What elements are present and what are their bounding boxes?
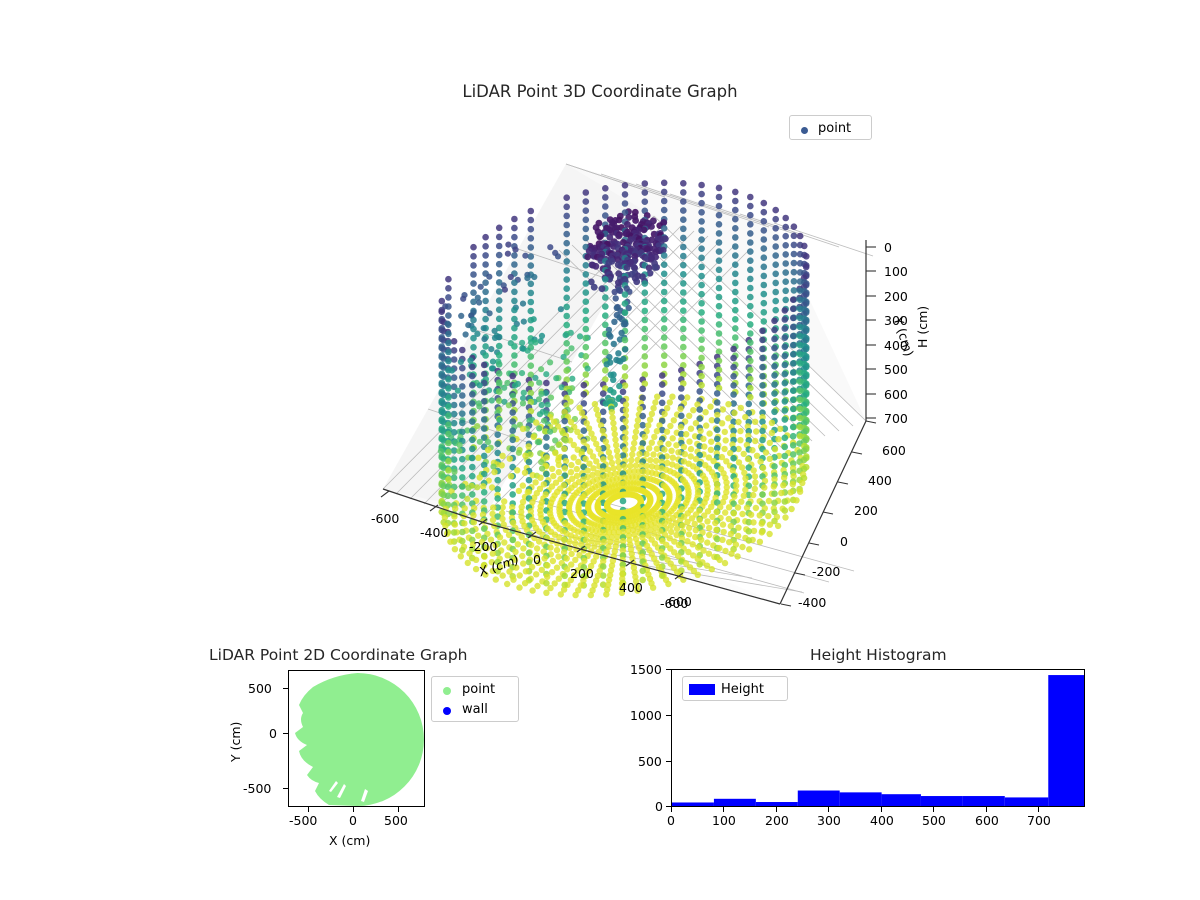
tick-hist-y-mark-1500	[666, 669, 671, 670]
tick-hist-x-mark-500	[933, 807, 934, 812]
axis-label-3d-z: H (cm)	[915, 306, 930, 348]
histogram-bar	[1048, 675, 1085, 807]
tick-3d-z-7: 700	[884, 411, 908, 426]
legend-hist-item-height[interactable]: Height	[683, 679, 787, 699]
tick-3d-y-3: 0	[840, 534, 848, 549]
tick-3d-x-5: 400	[619, 580, 643, 595]
legend-hist[interactable]: Height	[682, 676, 788, 701]
bar-swatch-icon	[689, 684, 715, 695]
tick-3d-x-1: -400	[420, 525, 448, 540]
tick-hist-x-mark-300	[828, 807, 829, 812]
tick-3d-z-1: 100	[884, 264, 908, 279]
histogram-bar	[882, 794, 921, 807]
tick-hist-x-3: 300	[817, 813, 841, 828]
tick-2d-x-0: -500	[289, 813, 317, 828]
tick-2d-x-mark-2	[398, 807, 399, 812]
panel-hist-title: Height Histogram	[810, 646, 947, 664]
legend-2d-item-wall[interactable]: wall	[432, 699, 518, 719]
tick-3d-z-2: 200	[884, 289, 908, 304]
axis-label-2d-y: Y (cm)	[228, 722, 243, 762]
tick-3d-y-4: -200	[812, 564, 840, 579]
legend-hist-label: Height	[721, 682, 764, 697]
point-marker-icon	[432, 680, 462, 699]
tick-2d-x-2: 500	[384, 813, 408, 828]
histogram-bar	[714, 799, 756, 807]
histogram-bar	[798, 791, 840, 807]
circle-icon	[443, 707, 451, 715]
tick-hist-x-4: 400	[870, 813, 894, 828]
tick-hist-x-0: 0	[667, 813, 675, 828]
tick-3d-x-3: 0	[533, 552, 541, 567]
tick-hist-y-0: 0	[655, 799, 663, 814]
tick-2d-y-1: 0	[269, 726, 277, 741]
tick-2d-y-mark-2	[283, 788, 288, 789]
scatter-3d-canvas[interactable]	[0, 0, 1200, 640]
tick-3d-y-2: 200	[854, 503, 878, 518]
wall-marker-icon	[432, 700, 462, 719]
tick-hist-x-2: 200	[765, 813, 789, 828]
tick-2d-y-mark-1	[283, 733, 288, 734]
tick-2d-y-2: -500	[243, 781, 271, 796]
tick-3d-y-1: 400	[868, 473, 892, 488]
tick-hist-x-mark-0	[671, 807, 672, 812]
tick-hist-x-mark-100	[723, 807, 724, 812]
height-bar-icon	[683, 680, 721, 699]
tick-hist-x-mark-200	[776, 807, 777, 812]
tick-3d-z-5: 500	[884, 362, 908, 377]
histogram-bar	[840, 792, 882, 807]
tick-hist-y-mark-1000	[666, 715, 671, 716]
tick-hist-x-mark-700	[1038, 807, 1039, 812]
tick-hist-x-1: 100	[712, 813, 736, 828]
tick-3d-y-6: -600	[660, 596, 688, 611]
tick-2d-x-mark-0	[308, 807, 309, 812]
tick-hist-x-5: 500	[922, 813, 946, 828]
tick-hist-x-mark-600	[986, 807, 987, 812]
matplotlib-figure: LiDAR Point 3D Coordinate Graph point	[0, 0, 1200, 900]
tick-3d-x-2: -200	[469, 539, 497, 554]
tick-3d-x-4: 200	[570, 566, 594, 581]
legend-2d-label-wall: wall	[462, 702, 488, 717]
tick-3d-x-0: -600	[371, 511, 399, 526]
legend-2d[interactable]: point wall	[431, 676, 519, 722]
tick-2d-y-mark-0	[283, 688, 288, 689]
scatter-2d-canvas	[289, 671, 425, 807]
tick-hist-y-mark-500	[666, 761, 671, 762]
tick-hist-x-7: 700	[1027, 813, 1051, 828]
legend-2d-item-point[interactable]: point	[432, 679, 518, 699]
tick-hist-y-2: 1000	[630, 708, 662, 723]
tick-hist-y-3: 1500	[630, 662, 662, 677]
axis-label-2d-x: X (cm)	[329, 833, 370, 848]
legend-2d-label-point: point	[462, 682, 495, 697]
tick-3d-z-4: 400	[884, 338, 908, 353]
tick-2d-x-1: 0	[349, 813, 357, 828]
tick-3d-z-3: 300	[884, 313, 908, 328]
tick-hist-y-1: 500	[638, 754, 662, 769]
tick-2d-y-0: 500	[248, 681, 272, 696]
tick-hist-x-mark-400	[881, 807, 882, 812]
histogram-bar	[1005, 797, 1048, 807]
tick-3d-z-6: 600	[884, 387, 908, 402]
histogram-bar	[963, 796, 1005, 807]
tick-3d-z-0: 0	[884, 240, 892, 255]
panel-2d-title: LiDAR Point 2D Coordinate Graph	[209, 646, 467, 664]
tick-3d-y-0: 600	[882, 443, 906, 458]
scatter-2d-plot[interactable]	[288, 670, 425, 807]
tick-2d-x-mark-1	[353, 807, 354, 812]
histogram-bar	[921, 796, 963, 807]
circle-icon	[443, 687, 451, 695]
tick-3d-y-5: -400	[798, 595, 826, 610]
histogram-bar	[672, 802, 714, 807]
tick-hist-x-6: 600	[975, 813, 999, 828]
